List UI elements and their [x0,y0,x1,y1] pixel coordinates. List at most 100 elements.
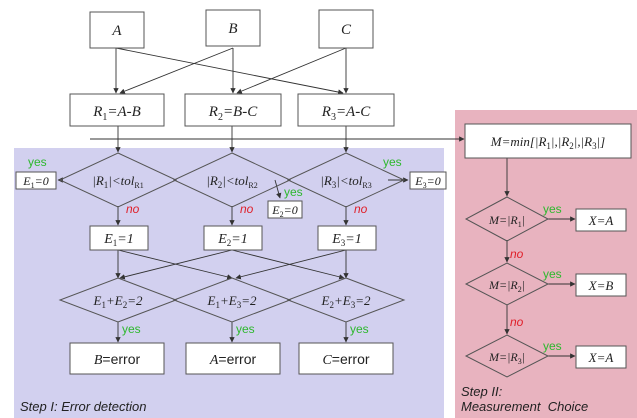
r2-expr: =B-C [223,104,258,120]
yes-label-s23: yes [350,322,369,336]
svg-text:M=|R1|: M=|R1| [488,213,525,229]
err-a-txt: =error [218,351,256,367]
choice-diamond-r3: M=|R3| [464,334,550,378]
s12-val: =2 [127,293,143,308]
svg-text:E1+E3=2: E1+E3=2 [207,293,257,310]
r3-sub: 3 [331,112,336,123]
svg-text:E3=1: E3=1 [331,232,362,248]
c2-sub: 2 [518,285,522,294]
r3-expr: =A-C [336,104,371,120]
s23-as: 2 [329,300,334,310]
err-b-txt: =error [102,351,140,367]
min-box: M=min[|R1|,|R2|,|R3|] [464,123,632,159]
e1-sub: 1 [113,238,118,248]
min-s3: 3 [592,141,597,151]
yes-label-t3: yes [383,155,402,169]
zero-flag-e2: E2=0 [267,200,303,219]
yes-label-c1: yes [543,202,562,216]
t2-sub2: R2 [248,181,257,190]
z2-sub: 2 [280,210,284,219]
s12-as: 1 [101,300,106,310]
output-2-label: X=B [588,278,614,293]
no-label-t1: no [126,202,140,216]
z3-sub: 3 [423,181,427,190]
min-s1: 1 [546,141,551,151]
r1-sym: R [92,104,102,120]
output-3-label: X=A [588,350,614,365]
test-diamond-r2: |R2|<tolR2 [172,152,292,208]
z3-sym: E [414,174,423,188]
e3-sym: E [331,232,341,247]
min-pre: M=min[|R [490,134,547,149]
svg-text:B=error: B=error [94,351,141,368]
t2-pre: |R [206,173,218,188]
min-post: |] [597,134,606,149]
min-m2: |,|R [574,134,592,149]
svg-text:E3=0: E3=0 [414,174,440,190]
t3-sub: 3 [332,180,337,190]
input-box-b: B [205,9,261,47]
t3-mid: |<tol [336,173,362,188]
svg-text:|R1|<tolR1: |R1|<tolR1 [92,173,143,190]
input-a-label: A [111,23,122,39]
z1-sub: 1 [31,181,35,190]
test-diamond-r3: |R3|<tolR3 [286,152,406,208]
error-flag-e1: E1=1 [89,225,149,251]
svg-text:M=min[|R1|,|R2|,|R3|]: M=min[|R1|,|R2|,|R3|] [490,134,606,151]
no-label-t2: no [240,202,254,216]
t1-sub: 1 [104,180,109,190]
r1-expr: =A-B [107,104,140,120]
error-flag-e2: E2=1 [203,225,263,251]
choice-diamond-r1: M=|R1| [464,196,550,242]
t1-sub2: R1 [134,181,143,190]
s23-b: E [342,293,351,308]
e2-sub: 2 [227,238,232,248]
zero-flag-e1: E1=0 [15,171,57,190]
err-c-txt: =error [332,351,370,367]
error-box-c: C=error [298,342,394,375]
e1-sym: E [103,232,113,247]
svg-text:E1=1: E1=1 [103,232,134,248]
output-box-1: X=A [575,208,627,232]
error-box-b: B=error [69,342,165,375]
error-flag-e3: E3=1 [317,225,377,251]
step1-label: Step I: Error detection [20,399,146,414]
c3-sub: 3 [518,357,522,366]
e3-val: =1 [345,232,361,247]
svg-text:M=|R3|: M=|R3| [488,350,525,366]
svg-text:C=error: C=error [322,351,369,368]
svg-text:E2+E3=2: E2+E3=2 [321,293,371,310]
c1-pre: M=|R [488,213,518,227]
yes-label-s13: yes [236,322,255,336]
s23-bs: 3 [351,300,356,310]
svg-text:E2=1: E2=1 [217,232,248,248]
output-box-2: X=B [575,273,627,297]
c3-post: | [522,350,525,364]
svg-text:R2=B-C: R2=B-C [208,104,258,123]
t3-pre: |R [320,173,332,188]
svg-text:|R3|<tolR3: |R3|<tolR3 [320,173,371,190]
min-s2: 2 [569,141,574,151]
svg-text:E1+E2=2: E1+E2=2 [93,293,143,310]
output-box-3: X=A [575,345,627,369]
residual-box-r2: R2=B-C [184,93,282,127]
t1-mid: |<tol [108,173,134,188]
no-label-t3: no [354,202,368,216]
err-c-sym: C [322,353,332,368]
z1-val: =0 [35,174,49,188]
svg-text:E2=0: E2=0 [271,203,297,219]
e3-sub: 3 [341,238,346,248]
c2-pre: M=|R [488,278,518,292]
s13-b: E [228,293,237,308]
e1-val: =1 [117,232,133,247]
t1-pre: |R [92,173,104,188]
output-1-label: X=A [588,213,614,228]
no-label-c2: no [510,315,524,329]
c1-post: | [522,213,525,227]
choice-diamond-r2: M=|R2| [464,262,550,306]
svg-text:|R2|<tolR2: |R2|<tolR2 [206,173,257,190]
r2-sym: R [208,104,218,120]
t3-sub2: R3 [362,181,371,190]
input-box-c: C [318,9,374,49]
s23-a: E [321,293,330,308]
